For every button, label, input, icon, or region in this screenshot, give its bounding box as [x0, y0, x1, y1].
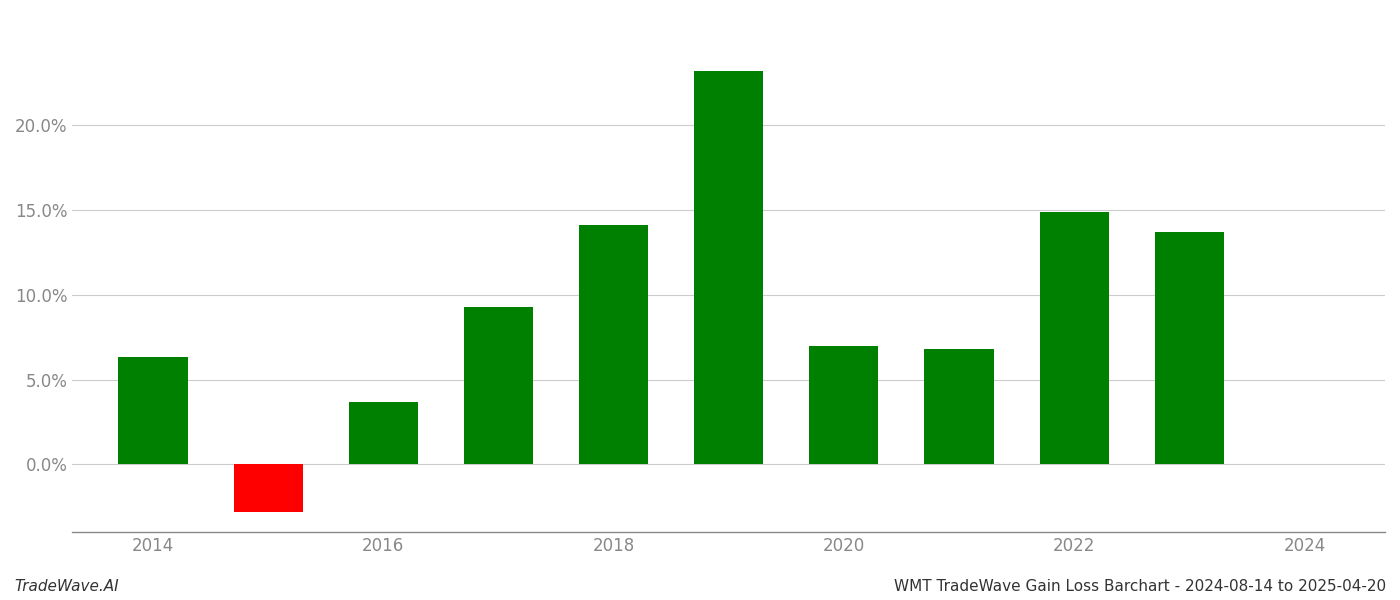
Text: TradeWave.AI: TradeWave.AI: [14, 579, 119, 594]
Bar: [809, 346, 878, 464]
Bar: [1155, 232, 1224, 464]
Bar: [463, 307, 533, 464]
Text: WMT TradeWave Gain Loss Barchart - 2024-08-14 to 2025-04-20: WMT TradeWave Gain Loss Barchart - 2024-…: [893, 579, 1386, 594]
Bar: [1040, 212, 1109, 464]
Bar: [694, 71, 763, 464]
Bar: [349, 401, 417, 464]
Bar: [580, 225, 648, 464]
Bar: [924, 349, 994, 464]
Bar: [119, 358, 188, 464]
Bar: [234, 464, 302, 512]
